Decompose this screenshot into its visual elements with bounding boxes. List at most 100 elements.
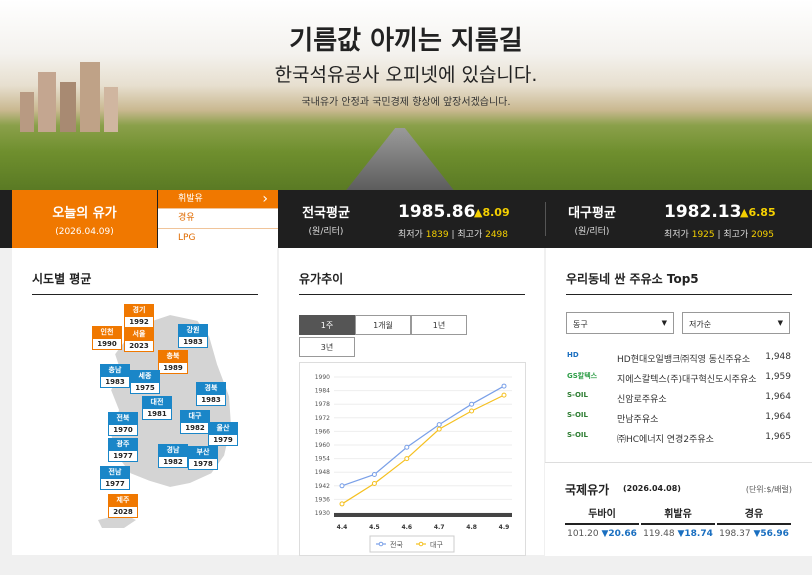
region-name: 대구 <box>180 410 210 422</box>
data-point <box>436 426 442 432</box>
region-tag[interactable]: 경남 1982 <box>158 444 188 468</box>
shop-row[interactable]: S-OIL 신암로주유소 1,964 <box>567 388 797 408</box>
tab-1year[interactable]: 1년 <box>411 315 467 335</box>
region-name: 대전 <box>142 396 172 408</box>
national-value: 1985.86 <box>398 202 476 222</box>
shop-price: 1,948 <box>765 352 791 362</box>
y-tick-label: 1942 <box>315 483 330 490</box>
shop-price: 1,965 <box>765 432 791 442</box>
region-price: 2028 <box>108 506 138 518</box>
national-name: 전국평균 <box>302 206 350 221</box>
building-graphic <box>80 62 100 132</box>
road-graphic <box>340 128 460 190</box>
shop-name: 신암로주유소 <box>617 395 667 405</box>
shop-row[interactable]: S-OIL ㈜HC에너지 연경2주유소 1,965 <box>567 428 797 448</box>
intl-item-value: 101.20 <box>567 529 599 539</box>
intl-date: (2026.04.08) <box>623 484 681 493</box>
chevron-down-icon: ▼ <box>661 319 667 327</box>
tab-1week[interactable]: 1주 <box>299 315 355 335</box>
national-max-label: 최고가 <box>457 230 483 240</box>
daegu-max-label: 최고가 <box>723 230 749 240</box>
daegu-max: 2095 <box>751 230 775 240</box>
data-point <box>436 422 442 428</box>
daegu-value: 1982.13 <box>664 202 742 222</box>
trend-chart-svg: 1990 1984 1978 1972 1966 1960 1954 1948 1942 1936… <box>315 374 512 553</box>
shop-price: 1,959 <box>765 372 791 382</box>
fuel-tab-gasoline[interactable]: 휘발유 <box>158 190 278 210</box>
intl-item: 두바이 101.20 ▼20.66 <box>565 505 639 539</box>
region-name: 충남 <box>100 364 130 376</box>
brand-logo-icon: HD <box>567 351 579 359</box>
y-tick-label: 1954 <box>315 456 330 463</box>
shop-name: 만남주유소 <box>617 415 659 425</box>
trend-chart: 1990 1984 1978 1972 1966 1960 1954 1948 1942 1936… <box>299 362 526 556</box>
footer-strip <box>0 556 812 575</box>
region-tag[interactable]: 광주 1977 <box>108 438 138 462</box>
shop-row[interactable]: S-OIL 만남주유소 1,964 <box>567 408 797 428</box>
region-tag[interactable]: 서울 2023 <box>124 328 154 352</box>
korea-map[interactable]: 경기 1992 인천 1990 서울 2023 강원 1983 충북 1989 충남 1983 세종 19… <box>80 304 252 536</box>
hero-subtitle: 한국석유공사 오피넷에 있습니다. <box>274 64 538 86</box>
y-tick-label: 1966 <box>315 428 330 435</box>
daegu-min-label: 최저가 <box>664 230 689 240</box>
region-tag[interactable]: 전북 1970 <box>108 412 138 436</box>
intl-item-change: ▼56.96 <box>753 529 789 539</box>
tab-1month[interactable]: 1개월 <box>355 315 411 335</box>
region-price: 1970 <box>108 424 138 436</box>
y-tick-label: 1978 <box>315 401 330 408</box>
intl-item: 경유 198.37 ▼56.96 <box>717 505 791 539</box>
data-point <box>501 383 507 389</box>
region-name: 전남 <box>100 466 130 478</box>
shop-row[interactable]: GS칼텍스 지에스칼텍스(주)대구혁신도시주유소 1,959 <box>567 368 797 388</box>
title-underline <box>566 294 792 295</box>
region-tag[interactable]: 대전 1981 <box>142 396 172 420</box>
x-tick-label: 4.5 <box>369 524 380 531</box>
region-tag[interactable]: 경북 1983 <box>196 382 226 406</box>
y-tick-label: 1930 <box>315 510 330 517</box>
y-tick-label: 1936 <box>315 496 330 503</box>
data-point <box>404 444 410 450</box>
region-tag[interactable]: 인천 1990 <box>92 326 122 350</box>
region-price: 1990 <box>92 338 122 350</box>
region-tag[interactable]: 세종 1975 <box>130 370 160 394</box>
region-price: 1983 <box>196 394 226 406</box>
national-average: 전국평균 (원/리터) 1985.86 ▲8.09 최저가 1839 | 최고가… <box>286 190 541 248</box>
x-axis-bar <box>334 513 512 517</box>
fuel-tab-diesel[interactable]: 경유 <box>158 209 278 229</box>
x-tick-label: 4.7 <box>434 524 445 531</box>
price-bar: 오늘의 유가 (2026.04.09) 휘발유 경유 LPG 전국평균 (원/리… <box>0 190 812 248</box>
tab-3year[interactable]: 3년 <box>299 337 355 357</box>
region-tag[interactable]: 강원 1983 <box>178 324 208 348</box>
hero-banner: 기름값 아끼는 지름길 한국석유공사 오피넷에 있습니다. 국내유가 안정과 국… <box>0 0 812 190</box>
series-line <box>341 385 505 487</box>
sort-select[interactable]: 저가순 ▼ <box>682 312 790 334</box>
data-point <box>339 501 345 507</box>
region-tag[interactable]: 경기 1992 <box>124 304 154 328</box>
region-tag[interactable]: 충남 1983 <box>100 364 130 388</box>
district-select[interactable]: 동구 ▼ <box>566 312 674 334</box>
daegu-average: 대구평균 (원/리터) 1982.13 ▲6.85 최저가 1925 | 최고가… <box>552 190 807 248</box>
brand-logo-icon: S-OIL <box>567 431 588 439</box>
regions-title: 시도별 평균 <box>32 272 92 286</box>
region-tag[interactable]: 제주 2028 <box>108 494 138 518</box>
today-price-box: 오늘의 유가 (2026.04.09) <box>12 190 157 248</box>
intl-item-value: 119.48 <box>643 529 675 539</box>
chevron-down-icon: ▼ <box>777 319 783 327</box>
legend-marker <box>378 541 384 547</box>
data-point <box>469 408 475 414</box>
hero-tagline: 국내유가 안정과 국민경제 향상에 앞장서겠습니다. <box>301 97 511 108</box>
region-tag[interactable]: 부산 1978 <box>188 446 218 470</box>
region-tag[interactable]: 전남 1977 <box>100 466 130 490</box>
daegu-change: ▲6.85 <box>740 206 776 219</box>
region-tag[interactable]: 대구 1982 <box>180 410 210 434</box>
region-tag[interactable]: 울산 1979 <box>208 422 238 446</box>
legend-marker <box>418 541 424 547</box>
fuel-menu: 휘발유 경유 LPG <box>158 190 278 248</box>
fuel-tab-lpg[interactable]: LPG <box>178 232 196 243</box>
shop-row[interactable]: HD HD현대오일뱅크㈜직영 동신주유소 1,948 <box>567 348 797 368</box>
region-price: 1977 <box>100 478 130 490</box>
building-graphic <box>20 92 34 132</box>
region-price: 1983 <box>178 336 208 348</box>
region-tag[interactable]: 충북 1989 <box>158 350 188 374</box>
regions-panel: 시도별 평균 경기 1992 인천 1990 서울 2023 강원 1983 충북 1989 충남 1… <box>12 248 277 555</box>
